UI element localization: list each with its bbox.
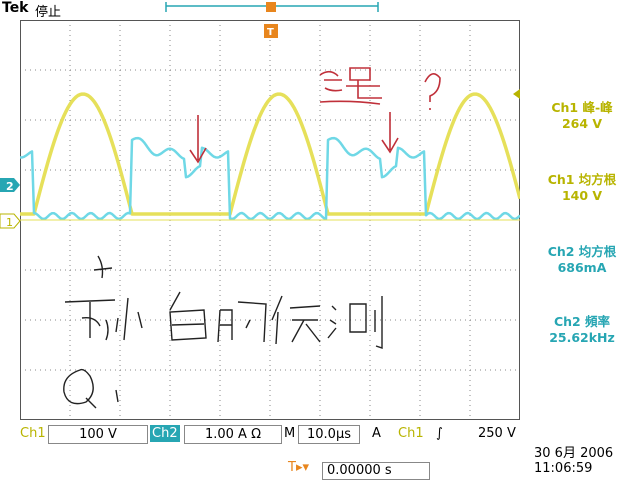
measurement-value: 686mA [557, 260, 607, 275]
top-bar: Tek 停止 [0, 0, 640, 20]
measurement-label: Ch2 頻率 [553, 314, 611, 329]
timebase-label: M [284, 426, 296, 441]
record-position-bar[interactable] [0, 0, 640, 20]
trigger-position-icon[interactable]: T▸▾ [288, 460, 309, 475]
measurement-ch2-rms: Ch2 均方根 686mA [524, 244, 640, 276]
measurement-ch1-pk-pk: Ch1 峰-峰 264 V [524, 100, 640, 132]
ch2-trace [20, 136, 520, 221]
trigger-mode[interactable]: A [372, 426, 381, 441]
ch1-trace [20, 92, 520, 216]
measurement-ch1-rms: Ch1 均方根 140 V [524, 172, 640, 204]
trigger-marker-text: T [267, 27, 274, 38]
time: 11:06:59 [534, 461, 593, 476]
ch2-scale[interactable]: 1.00 A Ω [184, 425, 282, 444]
measurement-value: 25.62kHz [549, 330, 615, 345]
ch1-marker-text: 1 [6, 216, 13, 229]
measurement-ch2-freq: Ch2 頻率 25.62kHz [524, 314, 640, 346]
ch1-scale[interactable]: 100 V [48, 425, 148, 444]
ch1-marker [0, 213, 21, 229]
red-arrow-2 [381, 112, 399, 154]
ch2-label[interactable]: Ch2 [150, 425, 180, 442]
datetime: 30 6月 2006 11:06:59 [534, 446, 613, 476]
trigger-source[interactable]: Ch1 [398, 426, 424, 441]
waveform-display[interactable] [20, 20, 520, 420]
channel-markers[interactable]: 2 1 [0, 170, 22, 410]
settings-bar: Ch1 100 V Ch2 1.00 A Ω M 10.0µs A Ch1 ∫ … [0, 424, 640, 444]
trigger-position-marker[interactable]: T [264, 24, 280, 44]
measurement-label: Ch1 峰-峰 [551, 100, 613, 115]
date: 30 6月 2006 [534, 446, 614, 461]
acquisition-status: 停止 [35, 5, 62, 20]
red-arrow-1 [189, 115, 207, 164]
ink-annotations [189, 67, 441, 164]
brand-label: Tek [2, 0, 29, 16]
trigger-level[interactable]: 250 V [478, 426, 516, 441]
measurement-label: Ch2 均方根 [547, 244, 617, 259]
ch1-label[interactable]: Ch1 [20, 426, 46, 441]
trigger-position-value[interactable]: 0.00000 s [322, 462, 430, 480]
measurement-value: 264 V [561, 116, 603, 131]
measurement-label: Ch1 均方根 [547, 172, 617, 187]
pen-annotations [63, 255, 383, 409]
timebase-value[interactable]: 10.0µs [298, 425, 360, 444]
trigger-level-marker[interactable] [512, 88, 522, 100]
ch2-marker-text: 2 [6, 180, 14, 193]
measurement-value: 140 V [561, 188, 603, 203]
trigger-slope-icon[interactable]: ∫ [436, 426, 443, 441]
ch2-marker [0, 178, 20, 192]
